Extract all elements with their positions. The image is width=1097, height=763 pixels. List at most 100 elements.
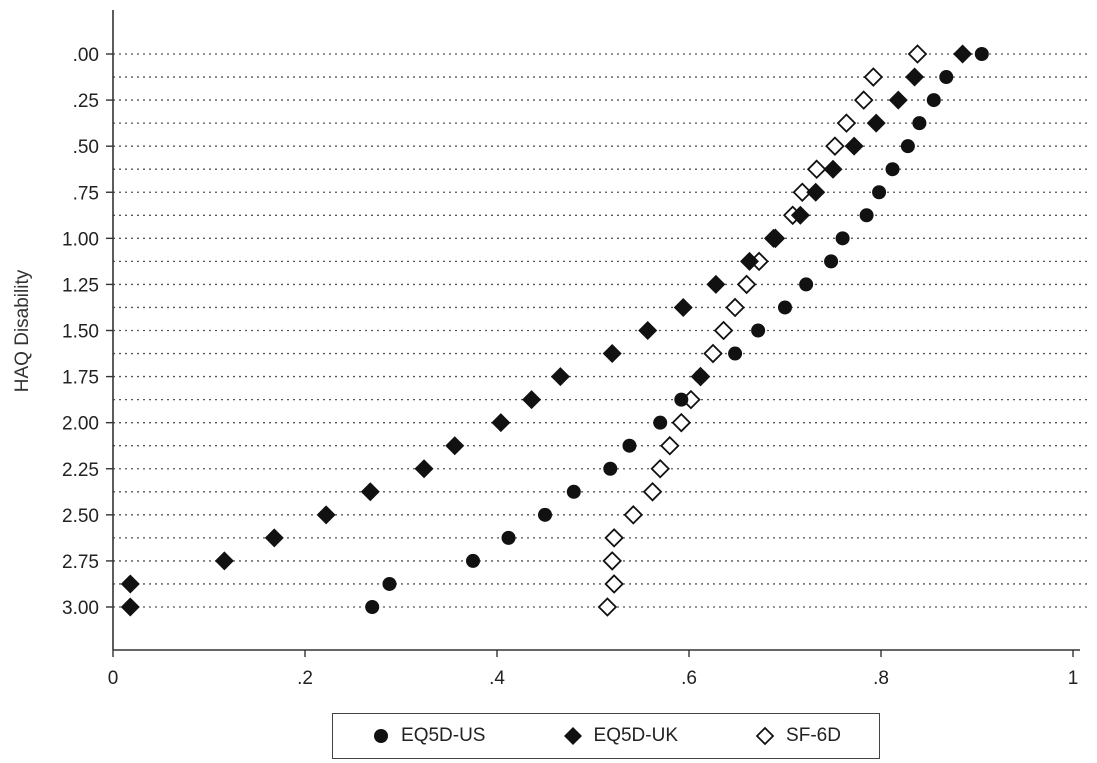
point-sf-6d bbox=[736, 274, 757, 295]
y-tick-label: 1.00 bbox=[62, 229, 99, 250]
point-sf-6d bbox=[602, 551, 622, 571]
point-sf-6d bbox=[806, 159, 827, 179]
point-eq5d-uk bbox=[806, 182, 826, 202]
point-eq5d-us bbox=[799, 277, 814, 292]
point-sf-6d bbox=[853, 90, 874, 110]
y-tick-label: .25 bbox=[73, 91, 99, 112]
point-eq5d-us bbox=[872, 185, 887, 200]
point-eq5d-us bbox=[728, 346, 743, 361]
y-tick-label: 2.25 bbox=[62, 460, 99, 481]
point-sf-6d bbox=[604, 574, 624, 594]
point-eq5d-uk bbox=[264, 528, 284, 548]
filled-diamond-icon bbox=[563, 727, 582, 745]
point-eq5d-us bbox=[824, 254, 839, 269]
x-tick-label: .4 bbox=[489, 668, 505, 689]
legend-label: EQ5D-US bbox=[401, 725, 486, 746]
point-sf-6d bbox=[660, 435, 680, 456]
legend-item-sf-6d: SF-6D bbox=[754, 725, 841, 747]
x-ticks: 0 .2 .4 .6 .8 1 bbox=[108, 650, 1079, 689]
point-eq5d-uk bbox=[602, 344, 622, 364]
point-eq5d-us bbox=[501, 530, 516, 545]
legend-item-eq5d-us: EQ5D-US bbox=[371, 725, 485, 747]
filled-circle-icon bbox=[374, 729, 389, 743]
legend-label: EQ5D-UK bbox=[593, 725, 678, 746]
point-eq5d-uk bbox=[638, 321, 658, 340]
point-sf-6d bbox=[604, 528, 624, 548]
point-eq5d-uk bbox=[316, 505, 336, 525]
point-eq5d-uk bbox=[763, 228, 783, 248]
point-eq5d-us bbox=[751, 323, 766, 338]
point-eq5d-us bbox=[382, 576, 397, 591]
y-tick-label: 2.50 bbox=[62, 506, 99, 527]
point-eq5d-uk bbox=[823, 159, 843, 179]
point-eq5d-uk bbox=[905, 67, 925, 87]
point-sf-6d bbox=[597, 597, 618, 617]
point-sf-6d bbox=[623, 505, 644, 525]
open-diamond-icon bbox=[755, 726, 775, 746]
point-sf-6d bbox=[642, 482, 663, 502]
y-tick-label: .00 bbox=[73, 45, 99, 66]
point-eq5d-uk bbox=[739, 251, 759, 271]
point-sf-6d bbox=[650, 458, 670, 479]
y-tick-label: .75 bbox=[73, 183, 99, 204]
x-tick-label: .2 bbox=[297, 668, 313, 689]
x-tick-label: .6 bbox=[681, 668, 697, 689]
y-tick-label: 2.00 bbox=[62, 414, 99, 435]
point-sf-6d bbox=[836, 113, 857, 133]
point-eq5d-us bbox=[365, 600, 380, 614]
point-eq5d-us bbox=[939, 70, 954, 85]
point-eq5d-us bbox=[778, 300, 792, 315]
point-eq5d-us bbox=[885, 162, 900, 177]
point-eq5d-uk bbox=[445, 436, 465, 456]
point-sf-6d bbox=[713, 320, 734, 341]
point-eq5d-us bbox=[926, 93, 941, 108]
x-tick-label: 0 bbox=[108, 668, 119, 689]
point-eq5d-us bbox=[538, 507, 552, 522]
y-tick-label: .50 bbox=[73, 137, 99, 158]
legend-item-eq5d-uk: EQ5D-UK bbox=[562, 725, 678, 747]
point-eq5d-uk bbox=[706, 274, 726, 294]
point-eq5d-uk bbox=[790, 205, 810, 225]
y-ticks: .00 .25 .50 .75 1.00 1.25 1.50 1.75 2.00 2.25 2.50… bbox=[62, 45, 113, 619]
point-eq5d-us bbox=[653, 415, 668, 430]
x-tick-label: .8 bbox=[873, 668, 889, 689]
y-tick-label: 3.00 bbox=[62, 598, 99, 619]
point-eq5d-uk bbox=[522, 390, 542, 410]
point-eq5d-us bbox=[466, 553, 480, 568]
point-sf-6d bbox=[725, 297, 745, 318]
y-tick-label: 1.25 bbox=[62, 275, 99, 296]
x-tick-label: 1 bbox=[1068, 668, 1079, 689]
point-eq5d-us bbox=[622, 438, 637, 453]
y-tick-label: 1.75 bbox=[62, 368, 99, 389]
point-eq5d-us bbox=[859, 208, 874, 223]
point-eq5d-uk bbox=[550, 367, 570, 387]
y-axis-label: HAQ Disability bbox=[12, 269, 33, 392]
legend-label: SF-6D bbox=[786, 725, 841, 746]
point-eq5d-uk bbox=[953, 44, 973, 64]
point-eq5d-us bbox=[674, 392, 689, 407]
point-eq5d-us bbox=[974, 47, 989, 61]
point-eq5d-uk bbox=[414, 459, 434, 479]
point-sf-6d bbox=[863, 67, 884, 87]
data-points bbox=[120, 44, 989, 617]
point-eq5d-uk bbox=[120, 597, 140, 617]
point-eq5d-uk bbox=[360, 482, 380, 502]
point-eq5d-us bbox=[835, 231, 850, 246]
point-sf-6d bbox=[792, 182, 813, 203]
point-eq5d-us bbox=[900, 139, 915, 154]
point-sf-6d bbox=[907, 44, 928, 64]
point-eq5d-uk bbox=[888, 90, 908, 110]
point-eq5d-uk bbox=[491, 413, 511, 433]
point-eq5d-uk bbox=[214, 551, 234, 571]
y-tick-label: 1.50 bbox=[62, 322, 99, 343]
point-eq5d-us bbox=[693, 369, 708, 384]
legend: EQ5D-US EQ5D-UK SF-6D bbox=[332, 713, 880, 759]
point-eq5d-us bbox=[566, 484, 581, 499]
point-sf-6d bbox=[825, 136, 845, 156]
point-eq5d-us bbox=[603, 461, 618, 476]
point-eq5d-us bbox=[912, 116, 927, 131]
point-eq5d-uk bbox=[120, 574, 140, 594]
y-tick-label: 2.75 bbox=[62, 552, 99, 573]
point-sf-6d bbox=[703, 343, 723, 364]
point-sf-6d bbox=[671, 412, 692, 433]
